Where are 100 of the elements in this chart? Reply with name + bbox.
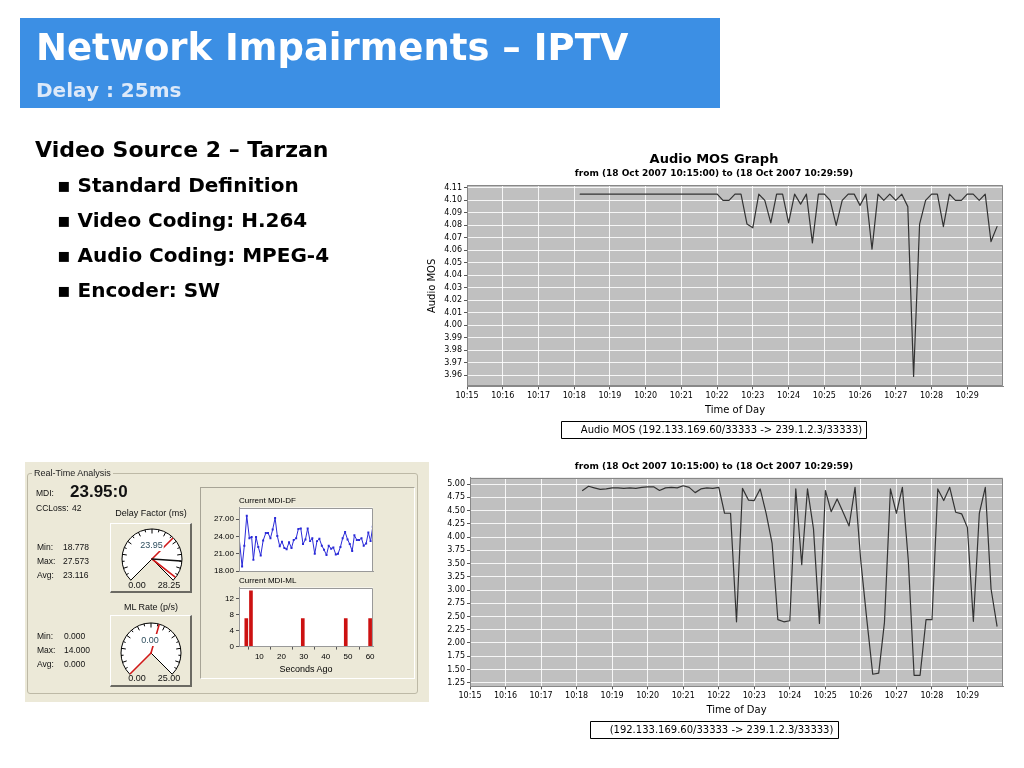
text: Audio MOS (192.133.169.60/33333 -> 239.1.2.3/33333)	[580, 423, 863, 435]
x-axis-title: Time of Day	[705, 703, 767, 715]
x-tick-label: 10:29	[955, 691, 979, 701]
y-tick-label: 4.50	[447, 505, 465, 515]
x-axis-title: Time of Day	[703, 403, 766, 415]
x-tick-label: 10:25	[813, 691, 837, 701]
text: 23.116	[63, 569, 89, 581]
text: 27.573	[63, 555, 89, 567]
text: ▪ Audio Coding: MPEG-4	[57, 243, 330, 267]
y-tick-label: 3.98	[444, 345, 462, 355]
x-tick-label: 10:24	[777, 391, 801, 401]
y-tick-label: 4.09	[444, 207, 462, 217]
x-tick-label: 10:22	[705, 391, 729, 401]
y-tick-label: 4.01	[444, 307, 462, 317]
x-tick-label: 10:22	[707, 691, 731, 701]
text: Network Impairments – IPTV	[36, 26, 629, 70]
y-tick-label: 1.75	[447, 651, 465, 661]
x-axis-title: Seconds Ago	[279, 664, 333, 675]
x-tick-label: 10:21	[669, 391, 693, 401]
y-tick-label: 3.75	[447, 545, 465, 555]
x-tick-label: 10:16	[494, 691, 518, 701]
x-tick-label: 10:23	[742, 691, 766, 701]
y-tick-label: 3.50	[447, 558, 465, 568]
text: ML Rate (p/s)	[122, 601, 180, 613]
text: 0.00	[127, 672, 147, 684]
text: 23.95:0	[70, 481, 128, 503]
y-tick-label: 21.00	[213, 549, 235, 559]
chart-title: Current MDI-DF	[239, 496, 296, 505]
x-tick-label: 10:21	[671, 691, 695, 701]
text: 0.00	[127, 579, 147, 591]
y-tick-label: 4.07	[444, 232, 462, 242]
x-tick-label: 60	[365, 651, 376, 661]
x-tick-label: 10:23	[741, 391, 765, 401]
text: 28.25	[156, 579, 182, 591]
y-tick-label: 27.00	[213, 514, 235, 524]
chart-subtitle: from (18 Oct 2007 10:15:00) to (18 Oct 2007 10:29:59)	[574, 168, 854, 179]
y-tick-label: 1.25	[447, 677, 465, 687]
x-tick-label: 10:25	[812, 391, 836, 401]
x-tick-label: 10:19	[598, 391, 622, 401]
text: ▪ Standard Definition	[57, 173, 299, 197]
x-tick-label: 10:19	[600, 691, 624, 701]
x-tick-label: 50	[343, 651, 353, 661]
x-tick-label: 10:27	[884, 391, 908, 401]
text: Max:	[37, 555, 56, 567]
y-tick-label: 4.03	[444, 282, 462, 292]
text: 42	[72, 502, 82, 514]
y-tick-label: 4.00	[447, 532, 465, 542]
text: Avg:	[37, 569, 54, 581]
x-tick-label: 10:26	[849, 691, 873, 701]
x-tick-label: 10:18	[565, 691, 589, 701]
y-tick-label: 3.99	[444, 332, 462, 342]
text: Real-Time Analysis	[32, 467, 113, 479]
y-tick-label: 4.06	[444, 245, 462, 255]
text: 0.00	[140, 634, 160, 646]
x-tick-label: 20	[277, 651, 287, 661]
y-tick-label: 4.11	[444, 182, 462, 192]
x-tick-label: 10:20	[634, 391, 658, 401]
x-tick-label: 10:16	[491, 391, 515, 401]
text: Delay Factor (ms)	[114, 507, 188, 519]
chart-title: Current MDI-ML	[239, 576, 297, 585]
text: 0.000	[64, 630, 86, 642]
x-tick-label: 10:29	[955, 391, 979, 401]
text: Max:	[37, 644, 56, 656]
text: CCLoss:	[36, 502, 69, 514]
text: Delay : 25ms	[36, 78, 182, 102]
y-tick-label: 2.00	[447, 638, 465, 648]
x-tick-label: 10:28	[920, 691, 944, 701]
y-tick-label: 4.75	[447, 492, 465, 502]
x-tick-label: 10:28	[920, 391, 944, 401]
x-tick-label: 30	[299, 651, 309, 661]
y-tick-label: 4.02	[444, 295, 462, 305]
text: Min:	[37, 541, 54, 553]
x-tick-label: 10:17	[526, 391, 550, 401]
y-tick-label: 4	[229, 625, 235, 635]
y-tick-label: 3.96	[444, 370, 462, 380]
y-tick-label: 12	[225, 593, 235, 603]
x-tick-label: 10:15	[455, 391, 479, 401]
text: Video Source 2 – Tarzan	[35, 136, 330, 164]
y-tick-label: 4.10	[444, 195, 462, 205]
text: 23.95	[139, 539, 164, 551]
x-tick-label: 10	[254, 651, 265, 661]
chart-title: Audio MOS Graph	[649, 151, 779, 167]
x-tick-label: 10:15	[458, 691, 482, 701]
text: ▪ Video Coding: H.264	[57, 208, 308, 232]
y-tick-label: 3.97	[444, 357, 462, 367]
y-axis-title: Audio MOS	[425, 258, 437, 314]
y-tick-label: 4.04	[444, 270, 462, 280]
x-tick-label: 10:20	[636, 691, 660, 701]
y-tick-label: 4.00	[444, 320, 462, 330]
y-tick-label: 5.00	[447, 479, 465, 489]
text: Min:	[37, 630, 54, 642]
x-tick-label: 40	[321, 651, 331, 661]
x-tick-label: 10:26	[848, 391, 872, 401]
text: 18.778	[63, 541, 89, 553]
chart-subtitle: from (18 Oct 2007 10:15:00) to (18 Oct 2007 10:29:59)	[574, 460, 854, 471]
text: (192.133.169.60/33333 -> 239.1.2.3/33333)	[609, 723, 834, 735]
y-tick-label: 8	[229, 609, 235, 619]
text: 14.000	[64, 644, 90, 656]
y-tick-label: 3.25	[447, 571, 465, 581]
text: 0.000	[64, 658, 86, 670]
